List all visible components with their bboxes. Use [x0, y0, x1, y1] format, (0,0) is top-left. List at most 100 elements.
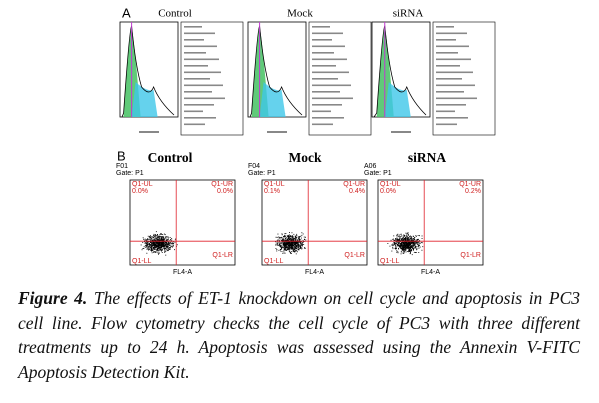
event-dot [415, 239, 417, 241]
event-dot [150, 244, 152, 246]
event-dot [163, 247, 165, 249]
event-dot [158, 252, 159, 254]
event-dot [410, 238, 412, 240]
event-dot [151, 236, 153, 237]
event-dot [169, 247, 170, 248]
event-dot [151, 238, 153, 240]
event-dot [417, 238, 419, 240]
event-dot [397, 244, 399, 246]
event-dot [290, 242, 292, 244]
event-dot [409, 246, 411, 248]
event-dot [396, 239, 397, 241]
event-dot [416, 249, 418, 251]
event-dot [294, 238, 296, 240]
stats-line [436, 97, 477, 100]
event-dot [284, 235, 286, 236]
event-dot [301, 234, 303, 236]
event-dot [294, 238, 296, 240]
event-dot [155, 251, 157, 253]
event-dot [169, 242, 171, 244]
event-dot [167, 244, 169, 246]
axis-label: FL4-A [421, 269, 440, 276]
event-dot [290, 238, 292, 240]
event-dot [152, 243, 154, 245]
event-dot [149, 246, 151, 248]
event-dot [160, 238, 162, 240]
event-dot [160, 243, 162, 245]
event-dot [173, 243, 175, 245]
event-dot [408, 246, 410, 248]
event-dot [155, 234, 157, 236]
event-dot [162, 243, 163, 244]
event-dot [154, 251, 156, 253]
event-dot [153, 251, 155, 253]
event-dot [293, 237, 295, 239]
quadrant-label: Q1-UR [211, 181, 233, 188]
event-dot [159, 247, 161, 248]
event-dot [408, 233, 409, 235]
event-dot [157, 235, 159, 237]
event-dot [406, 237, 408, 238]
event-dot [150, 241, 152, 243]
event-dot [405, 245, 406, 247]
stats-line [184, 110, 203, 113]
event-dot [155, 234, 157, 236]
event-dot [407, 242, 409, 243]
event-dot [399, 245, 401, 246]
event-dot [164, 251, 166, 253]
event-dot [169, 249, 171, 250]
event-dot [411, 250, 413, 252]
event-dot [166, 243, 168, 245]
stats-line [184, 78, 210, 80]
caption-text: The effects of ET-1 knockdown on cell cy… [18, 288, 580, 382]
event-dot [154, 241, 156, 243]
event-dot [150, 249, 152, 250]
event-dot [288, 236, 289, 238]
stats-line [436, 91, 464, 93]
event-dot [284, 235, 286, 237]
event-dot [286, 242, 288, 244]
event-dot [155, 236, 156, 238]
event-dot [404, 239, 406, 241]
event-dot [288, 240, 289, 241]
event-dot [156, 241, 158, 243]
event-dot [398, 245, 400, 247]
event-dot [156, 245, 157, 247]
event-dot [284, 242, 286, 244]
event-dot [156, 237, 158, 238]
event-dot [408, 239, 410, 241]
event-dot [291, 239, 293, 241]
event-dot [287, 245, 289, 246]
event-dot [401, 243, 403, 245]
event-dot [407, 246, 409, 247]
event-dot [409, 249, 411, 250]
event-dot [401, 239, 403, 241]
event-dot [161, 250, 163, 251]
event-dot [280, 246, 282, 248]
event-dot [394, 244, 396, 245]
event-dot [404, 245, 406, 247]
event-dot [149, 239, 151, 240]
event-dot [415, 235, 417, 237]
event-dot [297, 245, 299, 247]
event-dot [294, 251, 296, 253]
event-dot [290, 246, 292, 247]
sample-id: F04 [248, 163, 260, 170]
event-dot [416, 241, 417, 243]
event-dot [140, 244, 142, 246]
event-dot [401, 244, 403, 245]
event-dot [403, 253, 405, 254]
event-dot [283, 252, 285, 254]
event-dot [397, 238, 399, 240]
stats-line [436, 84, 475, 87]
event-dot [160, 233, 162, 235]
histogram-outline [373, 25, 427, 118]
event-dot [291, 235, 293, 237]
event-dot [298, 245, 300, 247]
event-dot [298, 238, 300, 240]
event-dot [405, 248, 406, 250]
event-dot [275, 236, 277, 238]
event-dot [146, 242, 148, 244]
event-dot [288, 246, 289, 248]
event-dot [153, 242, 155, 243]
